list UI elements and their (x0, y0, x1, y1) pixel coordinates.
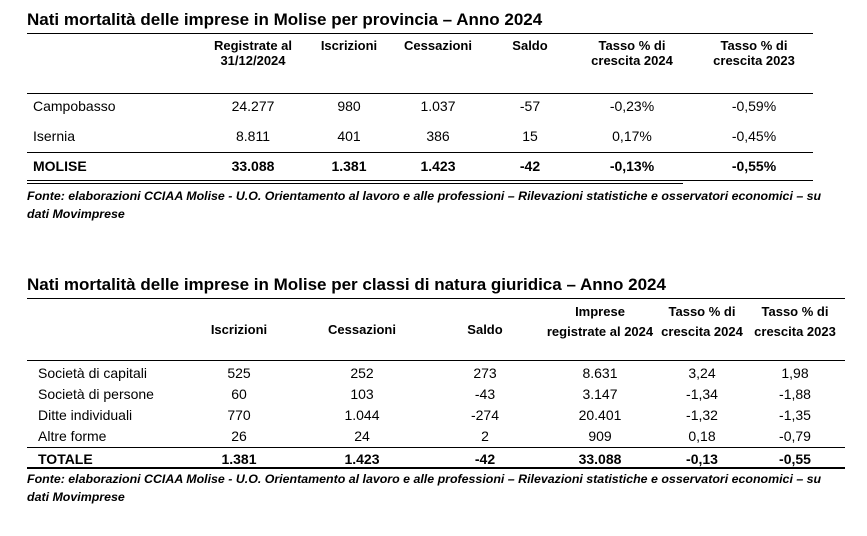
table1-total-rule (27, 152, 813, 153)
table2-bottom-rule (27, 467, 845, 469)
table1-header-registrate: Registrate al 31/12/2024 (213, 38, 293, 68)
table-cell: -0,79 (779, 428, 811, 444)
total-cell: -0,55% (731, 158, 777, 174)
table-cell: 60 (231, 386, 247, 402)
table1-top-rule (27, 33, 813, 34)
table-cell: 8.811 (236, 128, 270, 144)
table2-top-rule (27, 298, 845, 299)
total-label: MOLISE (33, 158, 87, 174)
table2-header-tasso-2024: Tasso % di crescita 2024 (661, 304, 743, 339)
total-cell: -42 (519, 158, 541, 174)
table-cell: 26 (231, 428, 247, 444)
table-cell: 1,98 (781, 365, 809, 381)
table2-header-tasso-2023: Tasso % di crescita 2023 (754, 304, 836, 339)
total-cell: 1.423 (344, 451, 380, 467)
table1-header-cessazioni: Cessazioni (404, 38, 472, 53)
table2-source-note: Fonte: elaborazioni CCIAA Molise - U.O. … (27, 472, 822, 504)
row-label: Isernia (33, 128, 76, 144)
row-label: Ditte individuali (38, 407, 133, 423)
table-cell: -1,32 (686, 407, 718, 423)
table-cell: 0,18 (688, 428, 716, 444)
table2-title: Nati mortalità delle imprese in Molise p… (27, 275, 666, 294)
total-label: TOTALE (38, 451, 93, 467)
table-cell: -0,23% (609, 98, 655, 114)
table1-header-rule (27, 93, 813, 94)
table1-bottom-rule-short (27, 183, 683, 184)
table1-header-tasso-2023: Tasso % di crescita 2023 (713, 38, 795, 68)
table-cell: 3,24 (688, 365, 716, 381)
table-cell: 770 (227, 407, 251, 423)
table-cell: 20.401 (578, 407, 622, 423)
total-cell: 33.088 (231, 158, 275, 174)
table2-header-rule (27, 360, 845, 361)
table-cell: 24.277 (231, 98, 275, 114)
table2-header-saldo: Saldo (467, 322, 503, 337)
table-cell: 909 (588, 428, 612, 444)
table-cell: -57 (519, 98, 541, 114)
row-label: Campobasso (33, 98, 116, 114)
total-cell: 1.423 (420, 158, 456, 174)
table1-source-note: Fonte: elaborazioni CCIAA Molise - U.O. … (27, 189, 822, 221)
table-cell: 386 (426, 128, 450, 144)
row-label: Società di persone (38, 386, 154, 402)
table-cell: -1,34 (686, 386, 718, 402)
total-cell: -0,13% (609, 158, 655, 174)
table-cell: 980 (337, 98, 361, 114)
row-label: Società di capitali (38, 365, 147, 381)
table-cell: 15 (522, 128, 538, 144)
total-cell: -0,55 (779, 451, 811, 467)
table1-header-iscrizioni: Iscrizioni (320, 38, 378, 53)
table-cell: -0,59% (731, 98, 777, 114)
table-cell: 401 (337, 128, 361, 144)
table1-header-saldo: Saldo (512, 38, 548, 53)
table-cell: -274 (470, 407, 500, 423)
table-cell: 252 (350, 365, 374, 381)
table1-bottom-rule (27, 180, 813, 181)
total-cell: -0,13 (686, 451, 718, 467)
table-cell: 1.037 (420, 98, 456, 114)
table1-header-tasso-2024: Tasso % di crescita 2024 (591, 38, 673, 68)
row-label: Altre forme (38, 428, 107, 444)
table-cell: 103 (350, 386, 374, 402)
table-cell: 525 (227, 365, 251, 381)
table2-header-iscrizioni: Iscrizioni (210, 322, 268, 337)
total-cell: 33.088 (578, 451, 622, 467)
table-cell: 0,17% (612, 128, 652, 144)
total-cell: 1.381 (331, 158, 367, 174)
total-cell: 1.381 (221, 451, 257, 467)
total-cell: -42 (474, 451, 496, 467)
table1-title: Nati mortalità delle imprese in Molise p… (27, 10, 543, 29)
table2-header-cessazioni: Cessazioni (328, 322, 396, 337)
table-cell: -43 (474, 386, 496, 402)
table-cell: 2 (481, 428, 489, 444)
table-cell: 273 (473, 365, 497, 381)
table-cell: -1,88 (779, 386, 811, 402)
table-cell: 8.631 (582, 365, 618, 381)
table-cell: 1.044 (344, 407, 380, 423)
table-cell: -0,45% (731, 128, 777, 144)
table-cell: 24 (354, 428, 370, 444)
table-cell: 3.147 (582, 386, 618, 402)
table2-total-rule (27, 447, 845, 448)
table2-header-imprese: Imprese registrate al 2024 (546, 304, 654, 339)
table-cell: -1,35 (779, 407, 811, 423)
